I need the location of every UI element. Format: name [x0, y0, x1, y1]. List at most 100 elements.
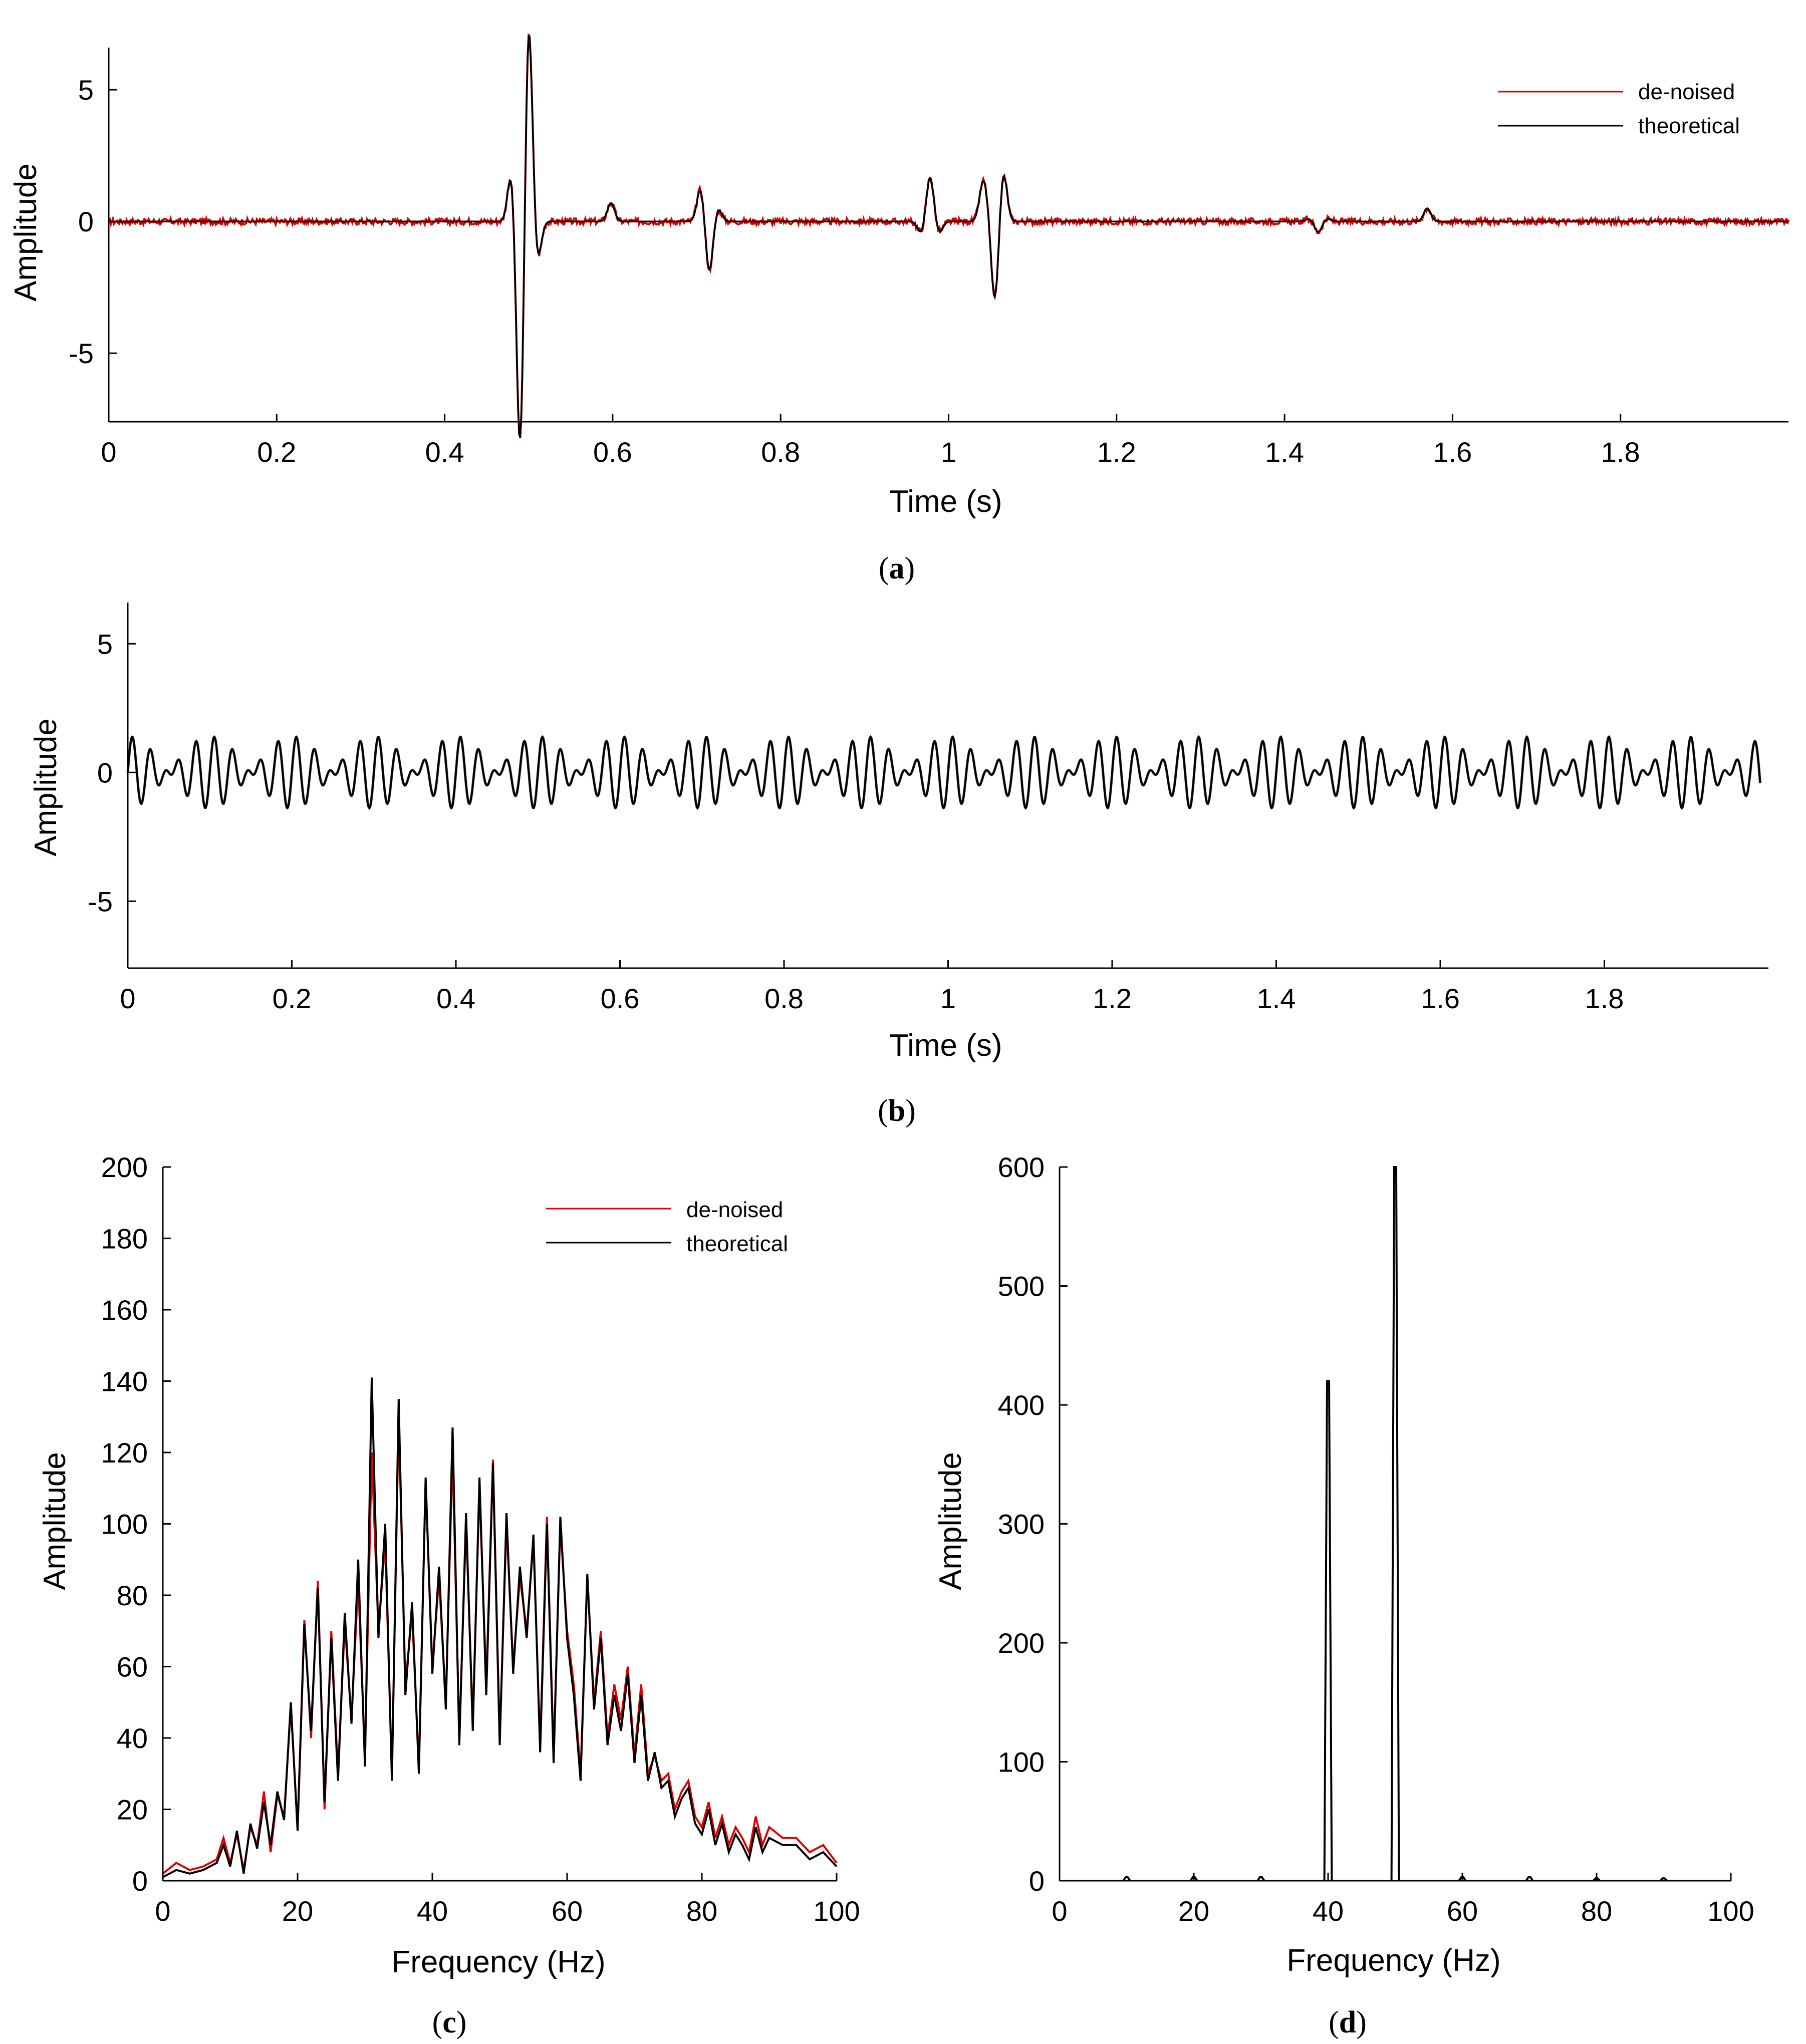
panel-b-series-theoretical	[127, 735, 1761, 809]
panel-d-lines	[1122, 1166, 1668, 1882]
panel-c-ytick-label: 180	[101, 1223, 148, 1255]
panel-d-xtick-label: 40	[1313, 1895, 1344, 1927]
panel-b-xtick-label: 1.6	[1421, 983, 1460, 1014]
panel-b-xtick-label: 0.4	[436, 983, 475, 1014]
panel-c-caption: (c)	[432, 2005, 467, 2039]
panel-c-axes	[162, 1167, 837, 1882]
panel-a-legend-denoised: de-noised	[1638, 80, 1735, 104]
panel-c-ytick-label: 40	[117, 1722, 148, 1754]
panel-d-xtick-label: 20	[1178, 1895, 1209, 1927]
panel-d-ylabel: Amplitude	[933, 1452, 968, 1590]
panel-b-lines	[126, 735, 1762, 810]
panel-b-ytick-label: 5	[97, 628, 113, 660]
panel-d-xlabel: Frequency (Hz)	[1286, 1943, 1500, 1978]
panel-c-ytick-label: 100	[101, 1509, 148, 1540]
panel-d-xtick-label: 60	[1447, 1895, 1478, 1927]
panel-a-xtick-label: 0	[101, 436, 116, 468]
panel-d-ytick-label: 300	[998, 1509, 1045, 1540]
panel-c-ytick-label: 0	[132, 1865, 148, 1897]
panel-c-lines	[162, 1377, 838, 1878]
panel-d-peak	[1256, 1876, 1265, 1882]
panel-b-ticks: 0 0.2 0.4 0.6 0.8 1 1.2 1.4 1.6 1.8 -5 0 5	[88, 628, 1624, 1014]
panel-b-caption-close: )	[905, 1094, 916, 1128]
panel-b-ytick-label: -5	[88, 886, 113, 917]
panel-c-caption-close: )	[456, 2005, 467, 2039]
panel-c-legend-denoised: de-noised	[686, 1198, 783, 1222]
panel-b-ytick-label: 0	[97, 757, 113, 788]
panel-c-series-theoretical	[162, 1377, 838, 1878]
panel-d-peak	[1323, 1380, 1333, 1881]
panel-d-peak	[1525, 1876, 1534, 1882]
panel-a: 0 0.2 0.4 0.6 0.8 1 1.2 1.4 1.6 1.8-505 Time (s) …	[9, 34, 1789, 586]
panel-b-caption-letter: b	[888, 1094, 905, 1128]
panel-c-ytick-label: 160	[101, 1294, 148, 1326]
panel-d-peak	[1390, 1166, 1400, 1881]
panel-a-lines	[108, 34, 1789, 439]
panel-c-xtick-label: 20	[282, 1895, 313, 1927]
panel-b-xlabel: Time (s)	[890, 1028, 1002, 1063]
panel-a-xtick-label: 1.2	[1097, 436, 1136, 468]
panel-b: 0 0.2 0.4 0.6 0.8 1 1.2 1.4 1.6 1.8-505 Time (s) …	[29, 603, 1768, 1128]
panel-c-caption-open: (	[432, 2005, 443, 2039]
panel-b-xtick-label: 0.2	[273, 983, 312, 1014]
panel-a-ytick-label: 5	[78, 74, 94, 106]
panel-b-xtick-label: 1.8	[1585, 983, 1624, 1014]
panel-a-series-denoised	[108, 34, 1789, 437]
panel-a-legend-theoretical: theoretical	[1638, 114, 1740, 138]
panel-a-xtick-label: 0.2	[257, 436, 296, 468]
panel-a-ylabel: Amplitude	[9, 163, 43, 302]
panel-d-axes	[1059, 1167, 1731, 1882]
panel-b-ylabel: Amplitude	[29, 718, 63, 856]
panel-c-legend-theoretical: theoretical	[686, 1232, 788, 1256]
panel-a-xtick-label: 0.6	[593, 436, 632, 468]
panel-c-ytick-label: 120	[101, 1437, 148, 1469]
panel-a-axes	[108, 48, 1788, 423]
panel-c-ytick-label: 200	[101, 1151, 148, 1183]
panel-d-caption-close: )	[1356, 2005, 1367, 2039]
panel-a-legend: de-noised theoretical	[1498, 80, 1740, 138]
panel-d-ytick-label: 500	[998, 1271, 1045, 1302]
panel-a-ticks: 0 0.2 0.4 0.6 0.8 1 1.2 1.4 1.6 1.8 -5 0 5	[69, 74, 1640, 468]
panel-a-ytick-label: 0	[78, 206, 94, 237]
panel-c-ytick-label: 80	[117, 1580, 148, 1611]
panel-c-ytick-label: 20	[117, 1794, 148, 1826]
panel-a-xtick-label: 1	[941, 436, 956, 468]
panel-a-caption-close: )	[905, 551, 915, 586]
panel-d-caption-open: (	[1329, 2005, 1339, 2039]
panel-b-caption-open: (	[878, 1094, 888, 1128]
panel-b-xtick-label: 0	[120, 983, 135, 1014]
panel-c-ytick-label: 140	[101, 1366, 148, 1397]
panel-a-caption: (a)	[879, 551, 915, 586]
panel-d-caption: (d)	[1329, 2005, 1367, 2039]
panel-c-xlabel: Frequency (Hz)	[391, 1945, 605, 1979]
panel-b-xtick-label: 1	[940, 983, 956, 1014]
panel-d-ytick-label: 600	[998, 1151, 1045, 1183]
panel-a-xtick-label: 0.8	[761, 436, 800, 468]
panel-a-ytick-label: -5	[69, 338, 94, 369]
panel-c-ticks: 0 20 40 60 80 100 0 20 40 60 80 100 120 140 160 180 200	[101, 1151, 860, 1927]
panel-c-xtick-label: 80	[686, 1895, 717, 1927]
panel-a-xtick-label: 1.4	[1265, 436, 1304, 468]
panel-d-peak	[1659, 1877, 1668, 1882]
panel-c-ylabel: Amplitude	[38, 1452, 72, 1590]
panel-d-caption-letter: d	[1339, 2005, 1356, 2039]
panel-d: 0 20 40 60 80 100 0 100 200 300 400 500 600 Frequenc…	[933, 1151, 1754, 2039]
panel-c-xtick-label: 100	[813, 1895, 860, 1927]
panel-a-caption-open: (	[879, 551, 889, 586]
panel-d-ytick-label: 400	[998, 1389, 1045, 1421]
panel-d-xtick-label: 80	[1581, 1895, 1612, 1927]
panel-d-xtick-label: 0	[1052, 1895, 1067, 1927]
panel-a-xtick-label: 1.8	[1601, 436, 1640, 468]
panel-c-xtick-label: 60	[552, 1895, 583, 1927]
panel-c-legend: de-noised theoretical	[546, 1198, 788, 1256]
panel-b-xtick-label: 0.6	[601, 983, 640, 1014]
panel-d-xtick-label: 100	[1707, 1895, 1754, 1927]
panel-c: 0 20 40 60 80 100020406080100120140160180200 …	[38, 1151, 860, 2039]
panel-c-caption-letter: c	[442, 2005, 456, 2039]
panel-b-caption: (b)	[878, 1094, 916, 1128]
panel-d-ytick-label: 0	[1029, 1865, 1045, 1897]
panel-b-xtick-label: 1.4	[1257, 983, 1296, 1014]
panel-a-series-theoretical	[109, 35, 1788, 439]
panel-a-caption-letter: a	[889, 551, 905, 586]
